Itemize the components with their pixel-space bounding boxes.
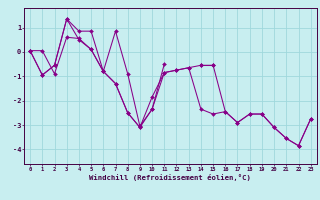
X-axis label: Windchill (Refroidissement éolien,°C): Windchill (Refroidissement éolien,°C) <box>90 174 251 181</box>
